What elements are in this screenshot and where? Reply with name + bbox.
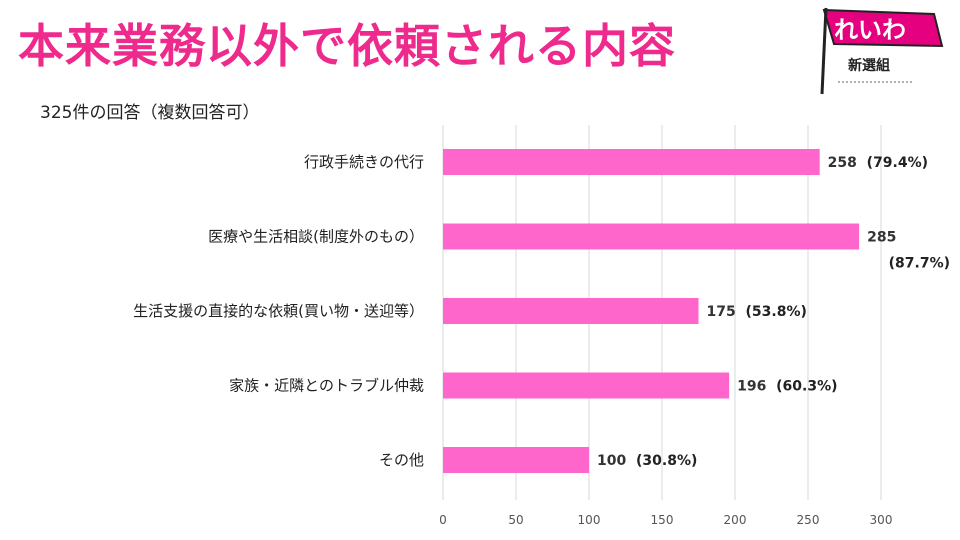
reiwa-logo: れいわ 新選組: [820, 7, 944, 95]
bars: [443, 149, 860, 473]
category-label: その他: [379, 451, 424, 469]
value-label: 285: [867, 230, 896, 246]
chart-subtitle: 325件の回答（複数回答可）: [40, 103, 260, 123]
percent-label: (79.4%): [867, 155, 928, 171]
value-label: 100: [597, 453, 626, 469]
bar-2: [443, 298, 699, 324]
logo-sub-text: 新選組: [848, 57, 890, 74]
value-label: 258: [828, 155, 857, 171]
value-label: 196: [737, 379, 766, 395]
x-tick-label: 250: [797, 513, 820, 527]
x-tick-label: 200: [724, 513, 747, 527]
category-label: 家族・近隣とのトラブル仲裁: [229, 377, 424, 395]
category-label: 行政手続きの代行: [304, 153, 424, 171]
x-tick-label: 50: [508, 513, 523, 527]
category-label: 生活支援の直接的な依頼(買い物・送迎等）: [133, 302, 424, 320]
bar-0: [443, 149, 820, 175]
value-label: 175: [707, 304, 736, 320]
percent-label: (30.8%): [636, 453, 697, 469]
percent-label: (60.3%): [776, 379, 837, 395]
x-tick-label: 150: [651, 513, 674, 527]
x-tick-label: 100: [578, 513, 601, 527]
x-tick-label: 300: [870, 513, 893, 527]
bar-3: [443, 372, 730, 399]
bar-1: [443, 223, 860, 250]
category-label: 医療や生活相談(制度外のもの）: [208, 228, 424, 246]
percent-label: (53.8%): [746, 304, 807, 320]
slide-title: 本来業務以外で依頼される内容: [18, 19, 676, 73]
bar-4: [443, 447, 589, 473]
logo-main-text: れいわ: [834, 16, 906, 44]
percent-label: (87.7%): [889, 256, 950, 272]
x-tick-label: 0: [439, 513, 447, 527]
labels: 0 50 100 150 200 250 300 行政手続きの代行 258 (79.4%) 医療や生…: [133, 153, 950, 527]
